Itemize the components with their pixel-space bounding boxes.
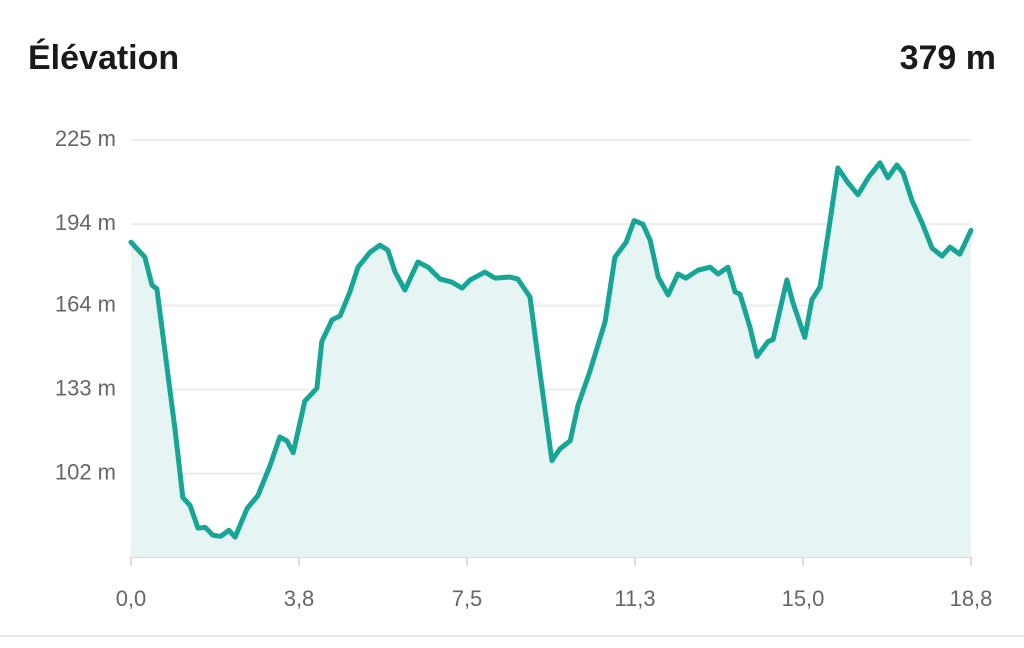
y-tick-label: 133 m [55, 375, 116, 400]
elevation-value: 379 m [900, 39, 996, 77]
x-tick-label: 7,5 [452, 586, 483, 611]
y-tick-label: 102 m [55, 459, 116, 484]
x-tick-label: 3,8 [284, 586, 315, 611]
title: Élévation [28, 39, 179, 77]
x-tick-label: 15,0 [782, 586, 825, 611]
elevation-area [131, 162, 971, 558]
y-tick-label: 194 m [55, 210, 116, 235]
y-tick-label: 164 m [55, 291, 116, 316]
x-tick-label: 11,3 [614, 586, 655, 611]
y-tick-label: 225 m [55, 126, 116, 151]
x-tick-label: 0,0 [116, 586, 147, 611]
x-tick-label: 18,8 [950, 586, 993, 611]
elevation-line [128, 160, 974, 540]
